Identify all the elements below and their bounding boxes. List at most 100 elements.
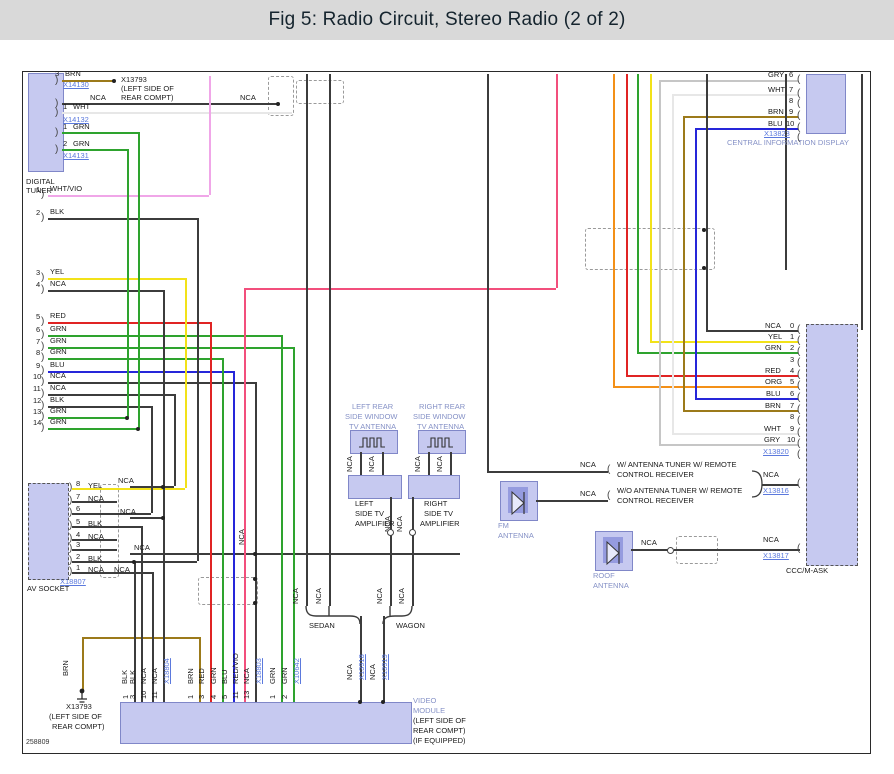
pin-bracket: ( [797, 369, 801, 380]
label: 7 [36, 337, 41, 346]
wire-yel [72, 488, 185, 491]
label: WHT [73, 102, 91, 111]
pin-bracket: ) [41, 365, 45, 376]
pin-bracket: ) [41, 284, 45, 295]
wire-blu [233, 371, 236, 702]
link-X14130[interactable]: X14130 [63, 80, 89, 89]
pin-bracket: ) [41, 411, 45, 422]
roof-antenna-box [595, 531, 633, 571]
link-X18804[interactable]: X18804 [162, 658, 171, 684]
pin-bracket: ) [69, 555, 73, 566]
label: BRN [765, 401, 781, 410]
pin-bracket: ) [69, 543, 73, 554]
label: 5 [76, 517, 81, 526]
label: NCA [242, 668, 251, 684]
wire-blk [48, 218, 197, 220]
wire-yel [185, 278, 188, 488]
link-X13823[interactable]: X13823 [764, 129, 790, 138]
label: W/ ANTENNA TUNER W/ REMOTE [617, 460, 737, 469]
label: NCA [397, 588, 406, 604]
label: NCA [763, 470, 779, 479]
wire-grn [48, 428, 138, 431]
junction-dot [160, 484, 166, 489]
pin-bracket: ) [55, 144, 59, 155]
link-X10642[interactable]: X10642 [292, 658, 301, 684]
link-X18803[interactable]: X18803 [254, 658, 263, 684]
label: NCA [580, 460, 596, 469]
label: 8 [789, 96, 794, 105]
wire-brn [82, 637, 85, 691]
label: NCA [240, 93, 256, 102]
link-X13820[interactable]: X13820 [763, 447, 789, 456]
label: ANTENNA [593, 581, 629, 590]
label: NCA [134, 543, 150, 552]
label: BRN [768, 107, 784, 116]
link-X13817[interactable]: X13817 [763, 551, 789, 560]
wire-blk [329, 74, 331, 606]
pin-bracket: ) [41, 352, 45, 363]
wire-grn [281, 335, 284, 702]
wire-blk [62, 103, 278, 105]
digital-tuner-box [28, 73, 64, 172]
fm-antenna-box [500, 481, 538, 521]
label: NCA [114, 565, 130, 574]
label: 13 [242, 690, 251, 699]
link-X13919[interactable]: X13919 [380, 654, 389, 680]
video-module-box [120, 702, 412, 744]
wire-blk [706, 330, 798, 332]
pin-bracket: ( [797, 324, 801, 335]
label: GRN [50, 324, 67, 333]
pin-bracket: ( [797, 88, 801, 99]
wire-blk [382, 452, 384, 475]
splice-ring [387, 528, 394, 536]
label: 4 [76, 530, 81, 539]
label: 1 [63, 122, 68, 131]
label: NCA [50, 371, 66, 380]
wire-blu [695, 128, 798, 131]
label: ORG [765, 377, 783, 386]
label: GRN [765, 343, 782, 352]
junction-dot [131, 559, 137, 564]
junction-dot [701, 265, 707, 270]
junction-dot [252, 576, 258, 581]
wire-blk [72, 572, 152, 574]
pin-bracket: ( [607, 464, 611, 475]
label: W/O ANTENNA TUNER W/ REMOTE [617, 486, 743, 495]
link-X18807[interactable]: X18807 [60, 577, 86, 586]
label: NCA [395, 516, 404, 532]
label: YEL [88, 481, 103, 490]
pin-bracket: ) [41, 272, 45, 283]
label: NCA [345, 456, 354, 472]
wire-blk [536, 500, 608, 502]
wire-crs [244, 288, 556, 291]
pin-bracket: ( [797, 132, 801, 143]
wire-blu [695, 398, 798, 401]
label: CONTROL RECEIVER [617, 496, 694, 505]
label: REAR COMPT) [52, 722, 105, 731]
link-X13918[interactable]: X13918 [357, 654, 366, 680]
pin-bracket: ) [41, 212, 45, 223]
figure-title: Fig 5: Radio Circuit, Stereo Radio (2 of… [268, 9, 626, 30]
label: 7 [789, 85, 794, 94]
label: NCA [345, 664, 354, 680]
pin-bracket: ( [797, 543, 801, 554]
inline-connector [100, 484, 119, 578]
pin-bracket: ( [797, 74, 801, 85]
label: SIDE TV [424, 509, 454, 518]
right-tv-antenna-box [418, 430, 466, 454]
wire-blk [360, 452, 362, 475]
pin-bracket: ( [797, 438, 801, 449]
label: RED [197, 668, 206, 684]
label: GRN [73, 139, 90, 148]
central-information-display-box [806, 74, 846, 134]
wire-grn [222, 358, 225, 702]
wire-blk [72, 526, 141, 528]
wire-wht [672, 433, 798, 435]
label: 2 [36, 208, 41, 217]
label: 4 [790, 366, 795, 375]
link-X13816[interactable]: X13816 [763, 486, 789, 495]
link-X14131[interactable]: X14131 [63, 151, 89, 160]
wire-grn [62, 132, 138, 135]
link-X14132[interactable]: X14132 [63, 115, 89, 124]
label: ANTENNA [498, 531, 534, 540]
